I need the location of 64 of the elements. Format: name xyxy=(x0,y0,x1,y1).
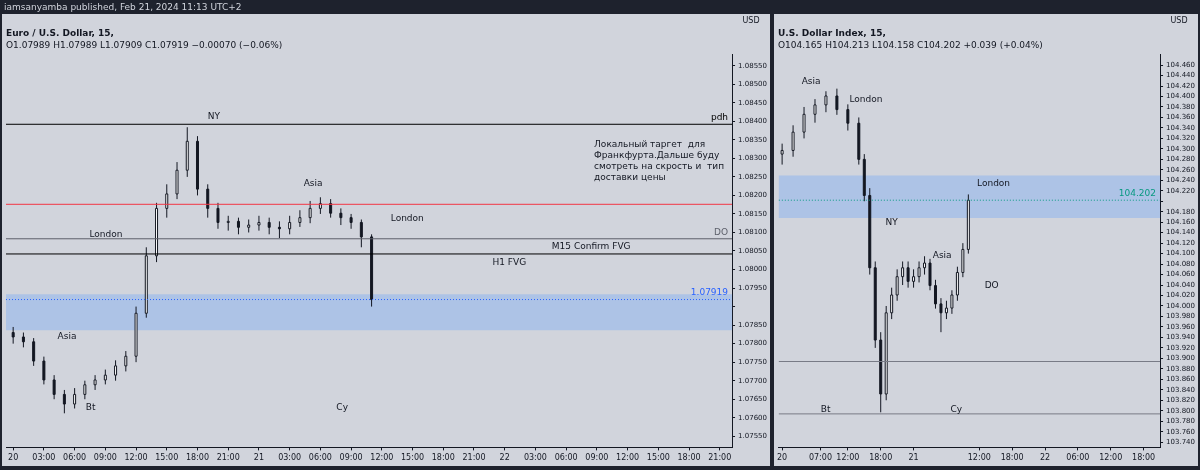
x-tick-label: 20 xyxy=(777,453,788,463)
x-tick-label: 06:00 xyxy=(554,453,578,463)
x-tick-label: 21:00 xyxy=(216,453,240,463)
x-tick-label: 18:00 xyxy=(1000,453,1024,463)
x-tick-label: 21:00 xyxy=(462,453,486,463)
x-tick-label: 03:00 xyxy=(278,453,302,463)
ref-line-label: DO xyxy=(714,226,729,237)
ref-line-label: 104.202 xyxy=(1118,188,1157,199)
annotation: London xyxy=(977,178,1011,188)
x-tick-label: 09:00 xyxy=(93,453,117,463)
x-tick-label: 22 xyxy=(1039,453,1051,463)
x-tick-label: 06:00 xyxy=(308,453,332,463)
x-tick-label: 03:00 xyxy=(523,453,547,463)
text: iamsanyamba published, Feb 21, 2024 11:13 UTC+2 xyxy=(4,2,242,12)
chart-subtitle: O104.165 H104.213 L104.158 C104.202 +0.039 (+0.04%) xyxy=(778,39,1043,50)
annotation: NY xyxy=(207,111,221,122)
annotation: London xyxy=(849,93,883,104)
x-tick-label: 18:00 xyxy=(1132,453,1156,463)
annotation: Asia xyxy=(57,331,77,342)
annotation: M15 Confirm FVG xyxy=(551,240,631,251)
x-tick-label: 21 xyxy=(253,453,265,463)
x-tick-label: 22 xyxy=(499,453,510,463)
x-tick-label: 15:00 xyxy=(646,453,670,463)
annotation: DO xyxy=(984,280,999,291)
x-tick-label: 20 xyxy=(8,453,19,463)
x-tick-label: 12:00 xyxy=(616,453,640,463)
annotation: Cy xyxy=(336,401,349,412)
x-tick-label: 18:00 xyxy=(869,453,893,463)
x-tick-label: 07:00 xyxy=(808,453,832,463)
y-axis-title: USD xyxy=(742,16,760,26)
annotation: Bt xyxy=(820,403,831,414)
annotation: London xyxy=(89,229,123,240)
annotation: NY xyxy=(885,217,899,228)
x-tick-label: 12:00 xyxy=(967,453,991,463)
chart-subtitle: O1.07989 H1.07989 L1.07909 C1.07919 −0.00070 (−0.06%) xyxy=(6,39,283,50)
x-tick-label: 06:00 xyxy=(1066,453,1090,463)
chart-title: U.S. Dollar Index, 15, xyxy=(778,27,886,38)
x-tick-label: 18:00 xyxy=(185,453,210,463)
x-tick-label: 21:00 xyxy=(708,453,732,463)
annotation: H1 FVG xyxy=(492,256,527,267)
x-tick-label: 06:00 xyxy=(63,453,87,463)
annotation: Asia xyxy=(801,75,821,86)
x-tick-label: 15:00 xyxy=(155,453,179,463)
x-tick-label: 09:00 xyxy=(339,453,363,463)
x-tick-label: 12:00 xyxy=(1099,453,1123,463)
x-tick-label: 12:00 xyxy=(370,453,394,463)
ref-line-label: pdh xyxy=(710,112,729,123)
annotation: Asia xyxy=(932,249,952,260)
annotation: Локальный таргет для Франкфурта.Дальше буду смотреть на скрость и тип доставки цены xyxy=(594,138,725,182)
x-tick-label: 15:00 xyxy=(401,453,425,463)
x-tick-label: 12:00 xyxy=(836,453,860,463)
annotation: Bt xyxy=(85,401,97,412)
x-tick-label: 03:00 xyxy=(32,453,56,463)
annotation: London xyxy=(390,213,424,224)
ref-line-label: 1.07919 xyxy=(690,287,729,298)
x-tick-label: 18:00 xyxy=(431,453,455,463)
x-tick-label: 09:00 xyxy=(585,453,609,463)
annotation: Cy xyxy=(950,403,963,414)
x-tick-label: 21 xyxy=(908,453,919,463)
y-axis-title: USD xyxy=(1170,16,1188,26)
chart-title: Euro / U.S. Dollar, 15, xyxy=(6,27,114,38)
x-tick-label: 12:00 xyxy=(124,453,148,463)
annotation: Asia xyxy=(303,178,323,188)
x-tick-label: 18:00 xyxy=(677,453,701,463)
